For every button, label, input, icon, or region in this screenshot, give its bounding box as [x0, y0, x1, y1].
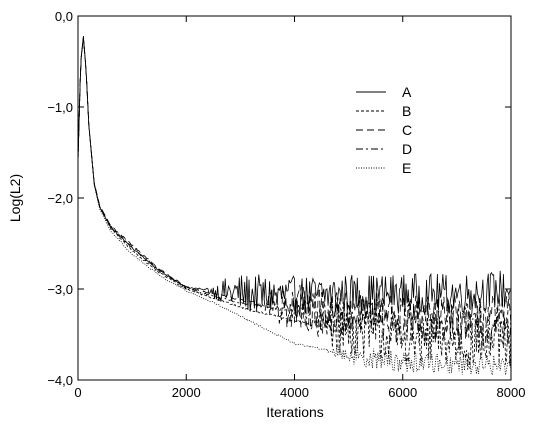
series-line-C [77, 37, 512, 341]
y-tick-label: −3,0 [47, 282, 73, 297]
y-axis-title: Log(L2) [7, 174, 23, 222]
y-tick-label: −2,0 [47, 191, 73, 206]
x-axis-title: Iterations [266, 404, 324, 420]
series-line-E [77, 39, 512, 377]
x-tick-label: 4000 [280, 385, 309, 400]
x-tick-label: 0 [74, 385, 81, 400]
plot-frame [77, 15, 512, 381]
x-tick-label: 6000 [388, 385, 417, 400]
legend-label-E: E [402, 160, 411, 176]
legend-label-C: C [402, 122, 412, 138]
series-lines [77, 35, 512, 377]
x-tick-label: 8000 [497, 385, 526, 400]
x-tick-label: 2000 [172, 385, 201, 400]
legend-label-B: B [402, 103, 411, 119]
series-line-A [77, 35, 512, 316]
y-tick-label: 0,0 [55, 9, 73, 24]
legend-label-A: A [402, 84, 412, 100]
series-line-D [77, 36, 512, 349]
y-tick-label: −4,0 [47, 373, 73, 388]
legend-label-D: D [402, 141, 412, 157]
x-axis-ticks: 0 2000 4000 6000 8000 [74, 16, 525, 400]
y-tick-label: −1,0 [47, 100, 73, 115]
y-axis-ticks: 0,0 −1,0 −2,0 −3,0 −4,0 [47, 9, 511, 388]
